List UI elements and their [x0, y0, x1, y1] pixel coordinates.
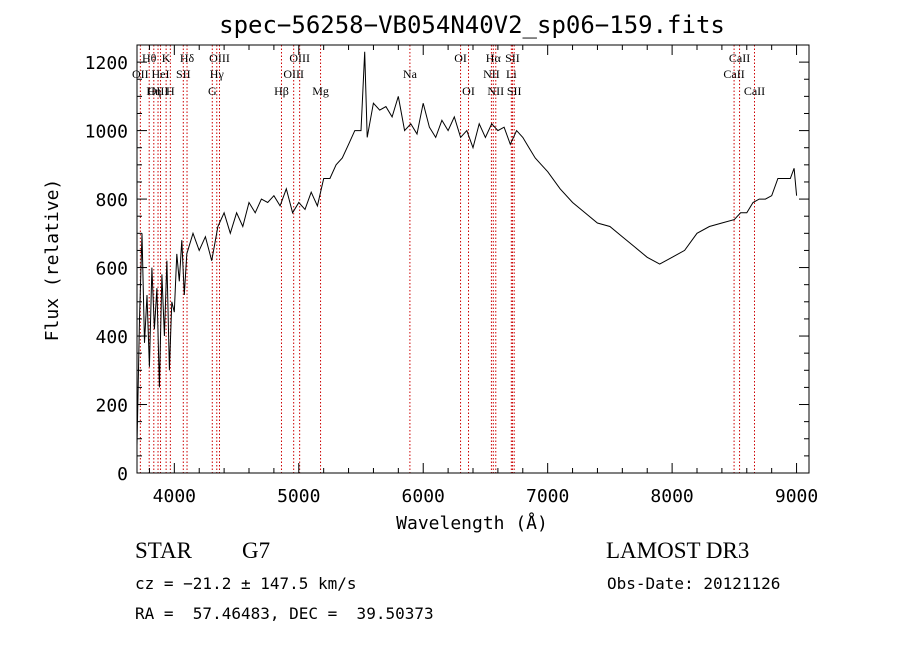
marker-label: NII	[483, 67, 500, 81]
survey-name: LAMOST DR3	[606, 538, 750, 563]
marker-label: Hθ	[142, 51, 157, 65]
chart-title: spec−56258−VB054N40V2_sp06−159.fits	[219, 11, 725, 39]
x-tick-label: 8000	[650, 486, 693, 507]
plot-axes	[136, 44, 810, 474]
marker-label: SII	[176, 67, 191, 81]
marker-label: SII	[505, 51, 520, 65]
y-tick-label: 600	[95, 259, 128, 280]
marker-label: OIII	[283, 67, 304, 81]
y-tick-label: 1200	[85, 53, 128, 74]
line-marker-labels: HθOIIOIIIHηHeIKHSIIHδGHγOIIIHβOIIIOIIIMg…	[132, 51, 765, 98]
marker-label: G	[208, 84, 217, 98]
spectrum-line	[136, 51, 798, 446]
marker-label: OI	[462, 84, 475, 98]
marker-label: HeI	[152, 67, 170, 81]
marker-label: OIII	[209, 51, 230, 65]
marker-label: Li	[506, 67, 517, 81]
y-tick-label: 1000	[85, 122, 128, 143]
marker-label: CaII	[729, 51, 750, 65]
marker-label: CaII	[723, 67, 744, 81]
marker-label: CaII	[744, 84, 765, 98]
x-tick-label: 7000	[526, 486, 569, 507]
y-tick-label: 0	[117, 464, 128, 485]
marker-label: Hα	[486, 51, 502, 65]
marker-label: H	[166, 84, 175, 98]
marker-label: K	[162, 51, 171, 65]
object-class: STAR	[135, 538, 192, 563]
x-tick-label: 6000	[402, 486, 445, 507]
x-axis-label: Wavelength (Å)	[396, 512, 548, 534]
marker-label: Hβ	[274, 84, 289, 98]
obs-date-text: Obs-Date: 20121126	[607, 574, 781, 593]
x-tick-label: 5000	[277, 486, 320, 507]
marker-label: Hγ	[210, 67, 225, 81]
y-tick-label: 800	[95, 190, 128, 211]
redshift-text: cz = −21.2 ± 147.5 km/s	[135, 574, 357, 593]
marker-label: Hδ	[180, 51, 195, 65]
y-tick-label: 400	[95, 327, 128, 348]
marker-label: NII	[487, 84, 504, 98]
object-subclass: G7	[242, 538, 271, 563]
x-tick-label: 9000	[775, 486, 818, 507]
marker-label: Hη	[146, 84, 161, 98]
marker-label: SII	[507, 84, 522, 98]
marker-label: OII	[132, 67, 149, 81]
marker-label: OIII	[148, 84, 169, 98]
y-axis-label: Flux (relative)	[42, 179, 63, 342]
marker-label: Mg	[312, 84, 329, 98]
marker-label: OIII	[289, 51, 310, 65]
coords-text: RA = 57.46483, DEC = 39.50373	[135, 604, 434, 623]
marker-label: OI	[454, 51, 467, 65]
y-tick-label: 200	[95, 396, 128, 417]
line-markers	[139, 45, 755, 473]
plot-frame	[136, 44, 810, 474]
x-tick-label: 4000	[153, 486, 196, 507]
marker-label: Na	[403, 67, 418, 81]
tick-labels: 4000 5000 6000 7000 8000 9000 0 200 400 600 800 100…	[85, 53, 819, 507]
